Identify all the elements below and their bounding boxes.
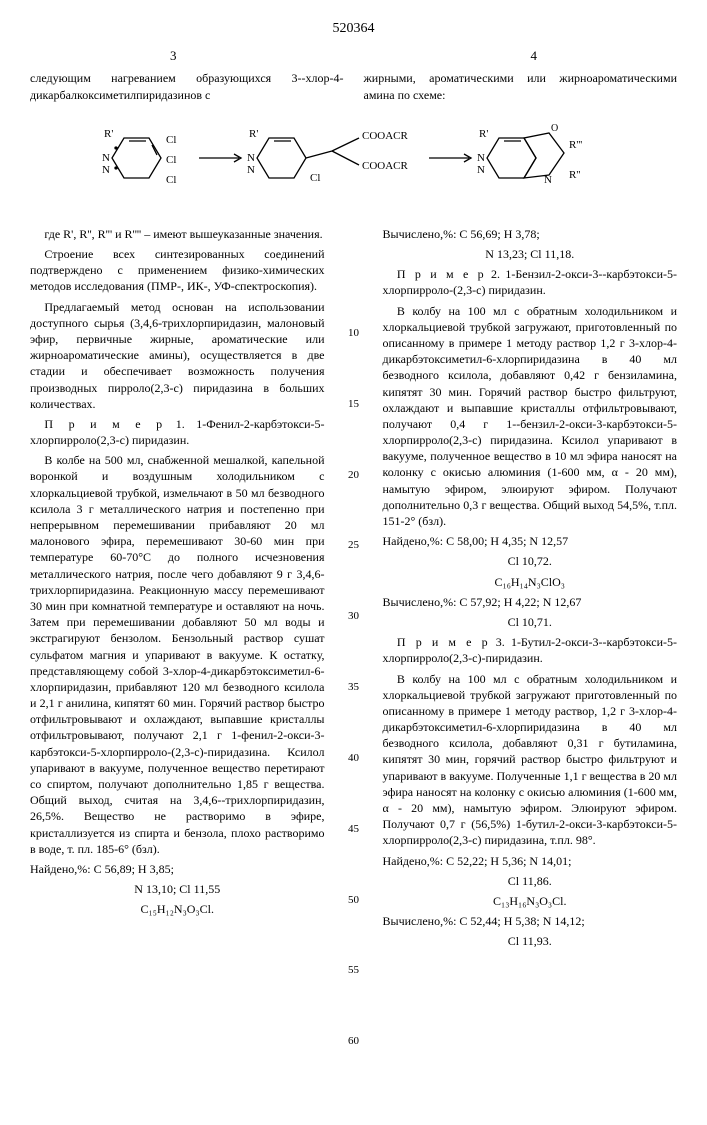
svg-text:N: N <box>247 164 255 176</box>
example-label: П р и м е р <box>44 417 164 431</box>
example-heading: П р и м е р 2. 1-Бензил-2-окси-3--карбэт… <box>383 266 678 298</box>
page-right: 4 <box>531 47 538 65</box>
para: Строение всех синтезированных соединений… <box>30 246 325 295</box>
line-number-gutter: 10 15 20 25 30 35 40 45 50 55 60 <box>345 226 363 1105</box>
empirical-formula: C₁₃H₁₆N₃O₃Cl. <box>383 893 678 909</box>
svg-text:N: N <box>102 152 110 164</box>
example-label: П р и м е р <box>397 267 486 281</box>
line-num: 50 <box>345 893 363 908</box>
svg-text:R''': R''' <box>569 139 582 151</box>
doc-number: 520364 <box>30 20 677 39</box>
top-text-row: следующим нагреванием образующихся 3--хл… <box>30 70 677 102</box>
svg-text:N: N <box>477 152 485 164</box>
line-num: 25 <box>345 538 363 553</box>
para: В колбу на 100 мл с обратным холодильник… <box>383 671 678 849</box>
svg-text:Cl: Cl <box>166 134 176 146</box>
para: Предлагаемый метод основан на использова… <box>30 299 325 412</box>
left-column: где R', R'', R''' и R'''' – имеют вышеук… <box>30 226 325 922</box>
found-line: Найдено,%: С 56,89; Н 3,85; <box>30 861 325 877</box>
example-number: 1. <box>176 417 185 431</box>
example-heading: П р и м е р 1. 1-Фенил-2-карбэтокси-5-хл… <box>30 416 325 448</box>
svg-text:R'': R'' <box>569 169 580 181</box>
para: В колбе на 500 мл, снабженной мешалкой, … <box>30 452 325 857</box>
empirical-formula: C₁₅H₁₂N₃O₃Cl. <box>30 901 325 917</box>
svg-text:COOACR: COOACR <box>362 160 409 172</box>
line-num: 20 <box>345 468 363 483</box>
svg-text:Cl: Cl <box>166 174 176 186</box>
two-column-body: где R', R'', R''' и R'''' – имеют вышеук… <box>30 226 677 1105</box>
para: В колбу на 100 мл с обратным холодильник… <box>383 303 678 530</box>
svg-text:N: N <box>247 152 255 164</box>
right-column: Вычислено,%: С 56,69; Н 3,78; N 13,23; C… <box>383 226 678 954</box>
line-num: 35 <box>345 680 363 695</box>
para: где R', R'', R''' и R'''' – имеют вышеук… <box>30 226 325 242</box>
line-num: 60 <box>345 1034 363 1049</box>
top-left-text: следующим нагреванием образующихся 3--хл… <box>30 70 344 102</box>
example-heading: П р и м е р 3. 1-Бутил-2-окси-3--карбэто… <box>383 634 678 666</box>
svg-text:N: N <box>477 164 485 176</box>
calc-line: Вычислено,%: С 57,92; Н 4,22; N 12,67 <box>383 594 678 610</box>
line-num: 45 <box>345 822 363 837</box>
top-right-text: жирными, ароматическими или жирноаромати… <box>364 70 678 102</box>
calc-line: Cl 11,93. <box>383 933 678 949</box>
svg-text:R': R' <box>104 128 113 140</box>
page-numbers: 3 4 <box>30 47 677 65</box>
page-left: 3 <box>170 47 177 65</box>
calc-line: Cl 10,71. <box>383 614 678 630</box>
svg-text:R': R' <box>249 128 258 140</box>
found-line: N 13,10; Cl 11,55 <box>30 881 325 897</box>
line-num: 30 <box>345 609 363 624</box>
svg-text:Cl: Cl <box>310 172 320 184</box>
calc-line: N 13,23; Cl 11,18. <box>383 246 678 262</box>
found-line: Cl 11,86. <box>383 873 678 889</box>
svg-text:COOACR: COOACR <box>362 130 409 142</box>
calc-line: Вычислено,%: С 56,69; Н 3,78; <box>383 226 678 242</box>
line-num: 55 <box>345 963 363 978</box>
example-number: 3. <box>496 635 505 649</box>
empirical-formula: C₁₆H₁₄N₃ClO₃ <box>383 574 678 590</box>
line-num: 15 <box>345 397 363 412</box>
found-line: Найдено,%: С 58,00; Н 4,35; N 12,57 <box>383 533 678 549</box>
line-num: 10 <box>345 326 363 341</box>
example-label: П р и м е р <box>397 635 490 649</box>
example-number: 2. <box>491 267 500 281</box>
found-line: Найдено,%: С 52,22; Н 5,36; N 14,01; <box>383 853 678 869</box>
svg-text:N: N <box>544 174 552 186</box>
svg-text:O: O <box>551 123 558 134</box>
svg-text:R': R' <box>479 128 488 140</box>
calc-line: Вычислено,%: С 52,44; Н 5,38; N 14,12; <box>383 913 678 929</box>
line-num: 40 <box>345 751 363 766</box>
reaction-scheme: R' Cl Cl Cl N N R' Cl COOACR COOACR N N … <box>30 113 677 208</box>
found-line: Cl 10,72. <box>383 553 678 569</box>
svg-text:Cl: Cl <box>166 154 176 166</box>
svg-text:N: N <box>102 164 110 176</box>
